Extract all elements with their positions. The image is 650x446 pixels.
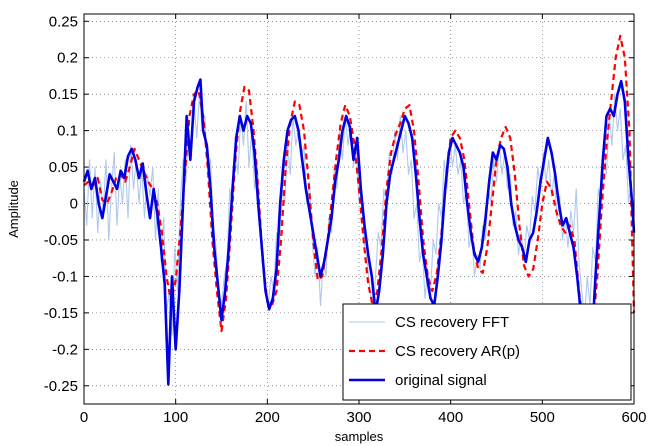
- y-tick-label: -0.2: [52, 341, 78, 358]
- y-tick-label: 0.25: [49, 13, 78, 30]
- legend-box: [342, 303, 632, 401]
- x-tick-label: 300: [346, 409, 371, 426]
- legend: CS recovery FFT CS recovery AR(p) origin…: [342, 303, 632, 401]
- x-tick-label: 400: [438, 409, 463, 426]
- legend-label-ar: CS recovery AR(p): [395, 343, 520, 360]
- y-tick-label: 0.1: [57, 123, 78, 140]
- x-tick-label: 0: [80, 409, 88, 426]
- x-axis-label: samples: [335, 429, 384, 444]
- tick-labels: 0 100 200 300 400 500 600 -0.25 -0.2 -0.15 -0.1 -0.…: [44, 13, 647, 426]
- axes-frame: [83, 13, 635, 405]
- tick-marks: [83, 14, 635, 404]
- y-tick-label: 0.05: [49, 159, 78, 176]
- y-tick-label: -0.25: [44, 378, 78, 395]
- y-axis-label: Amplitude: [6, 180, 21, 238]
- series-line-ar: [83, 34, 636, 351]
- y-tick-label: -0.1: [52, 268, 78, 285]
- x-tick-label: 500: [530, 409, 555, 426]
- y-tick-label: 0.15: [49, 86, 78, 103]
- legend-label-fft: CS recovery FFT: [395, 314, 509, 331]
- series-line-original: [82, 78, 636, 386]
- y-tick-label: 0: [70, 196, 78, 213]
- x-tick-label: 600: [621, 409, 646, 426]
- y-tick-label: 0.2: [57, 50, 78, 67]
- y-tick-label: -0.05: [44, 232, 78, 249]
- legend-label-original: original signal: [395, 372, 487, 389]
- series-layer: [82, 34, 636, 386]
- x-tick-label: 100: [163, 409, 188, 426]
- x-tick-label: 200: [255, 409, 280, 426]
- y-tick-label: -0.15: [44, 305, 78, 322]
